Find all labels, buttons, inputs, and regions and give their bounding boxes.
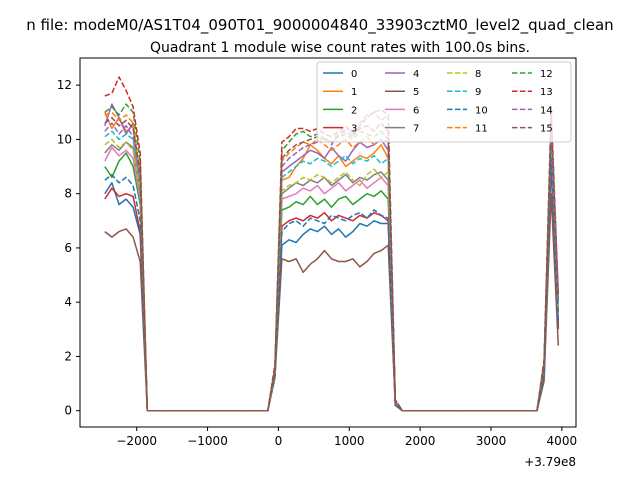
legend-label-5: 5 (413, 87, 419, 98)
x-tick-label: −1000 (187, 434, 228, 448)
series-line-1 (104, 111, 560, 412)
legend-label-4: 4 (413, 69, 419, 80)
legend-label-10: 10 (475, 105, 488, 116)
series-line-10 (104, 157, 560, 412)
legend-label-3: 3 (351, 124, 357, 135)
y-tick-label: 8 (64, 187, 72, 201)
legend-label-11: 11 (475, 124, 488, 135)
series-line-11 (104, 111, 560, 412)
series-line-15 (104, 108, 560, 412)
y-axis: 0 2 4 6 8 10 12 (57, 78, 80, 418)
legend-label-9: 9 (475, 87, 481, 98)
legend-label-14: 14 (540, 105, 553, 116)
figure-suptitle: n file: modeM0/AS1T04_090T01_9000004840_… (26, 16, 613, 35)
legend-label-2: 2 (351, 105, 357, 116)
series-line-3 (104, 160, 560, 412)
y-tick-label: 10 (57, 132, 72, 146)
series-line-9 (104, 130, 560, 412)
legend-label-7: 7 (413, 124, 419, 135)
x-tick-label: 0 (275, 434, 283, 448)
chart-title: Quadrant 1 module wise count rates with … (150, 40, 530, 56)
series-line-5 (104, 192, 560, 412)
y-tick-label: 6 (64, 241, 72, 255)
x-tick-label: 4000 (547, 434, 578, 448)
legend-label-15: 15 (540, 124, 553, 135)
x-tick-label: 1000 (334, 434, 365, 448)
series-line-8 (104, 135, 560, 412)
plot-frame (79, 57, 577, 428)
series-line-14 (104, 111, 560, 412)
x-tick-label: −2000 (116, 434, 157, 448)
legend-label-1: 1 (351, 87, 357, 98)
legend-label-12: 12 (540, 69, 553, 80)
x-axis-offset-label: +3.79e8 (524, 455, 576, 469)
y-tick-label: 12 (57, 78, 72, 92)
legend-label-13: 13 (540, 87, 553, 98)
legend-box (316, 61, 572, 143)
y-tick-label: 2 (64, 349, 72, 363)
series-line-2 (104, 149, 560, 412)
x-tick-label: 3000 (476, 434, 507, 448)
legend-label-6: 6 (413, 105, 419, 116)
y-tick-label: 4 (64, 295, 72, 309)
legend-label-0: 0 (351, 69, 357, 80)
series-line-0 (104, 165, 560, 412)
x-tick-label: 2000 (405, 434, 436, 448)
legend-label-8: 8 (475, 69, 481, 80)
y-tick-label: 0 (64, 404, 72, 418)
series-line-7 (104, 138, 560, 412)
x-axis: −2000 −1000 0 1000 2000 3000 4000 (116, 427, 577, 448)
